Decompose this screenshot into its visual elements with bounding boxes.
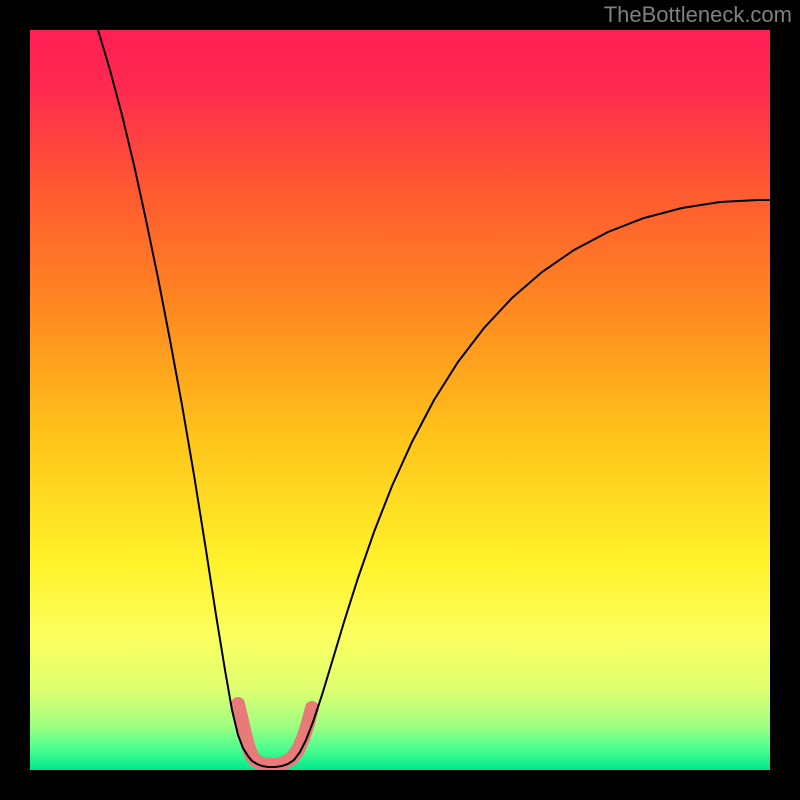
watermark-text: TheBottleneck.com [604,2,792,28]
chart-svg [30,30,770,770]
chart-background [30,30,770,770]
chart-plot-area [30,30,770,770]
